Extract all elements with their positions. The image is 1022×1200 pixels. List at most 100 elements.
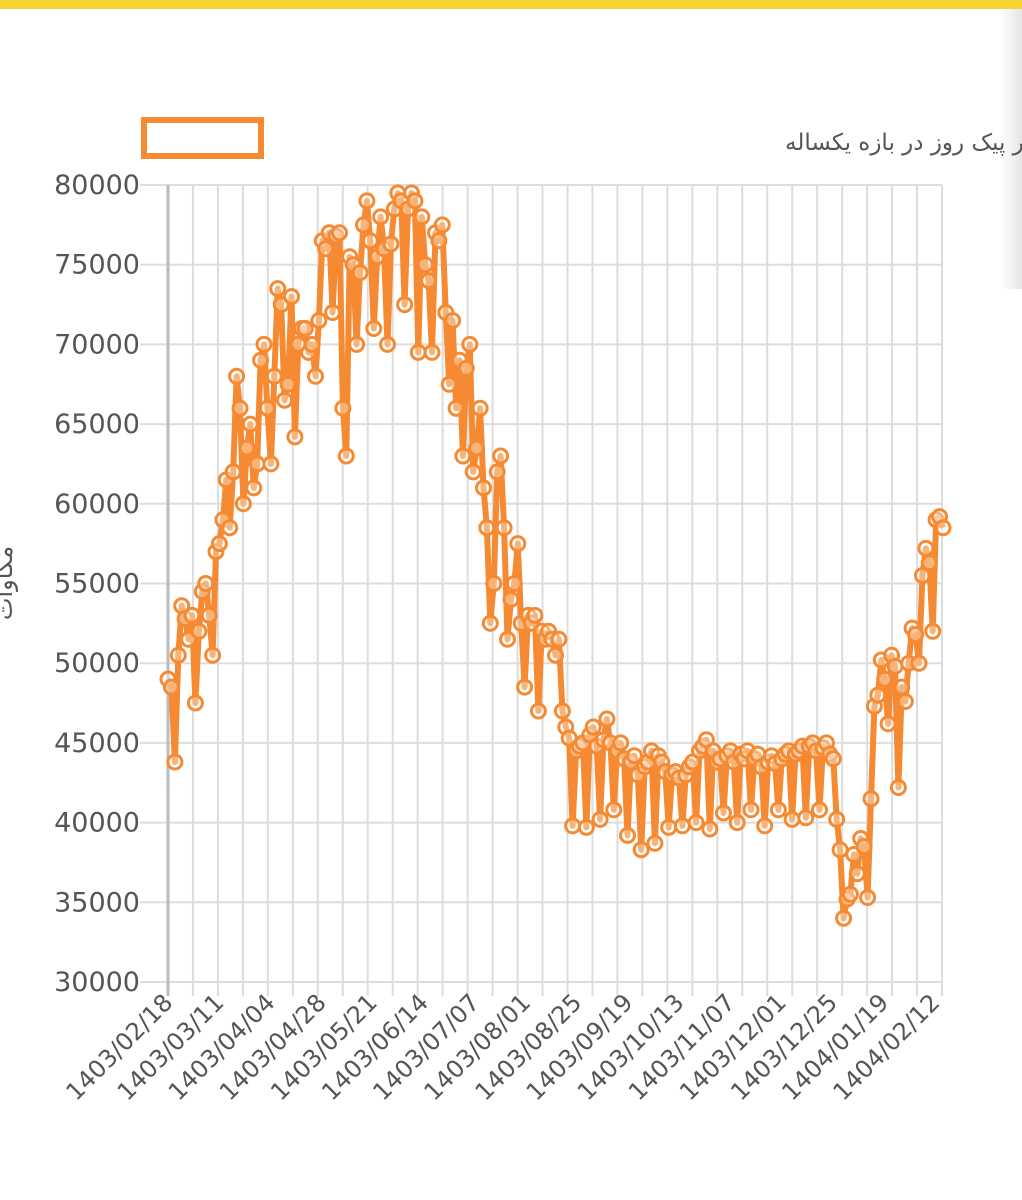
data-point[interactable] [605,801,623,819]
data-point[interactable] [756,817,774,835]
data-point[interactable] [646,834,664,852]
data-point[interactable] [190,622,208,640]
data-point[interactable] [917,539,935,557]
data-point[interactable] [245,479,263,497]
data-point[interactable] [577,818,595,836]
data-point[interactable] [553,702,571,720]
data-point[interactable] [660,818,678,836]
data-point[interactable] [509,535,527,553]
data-point[interactable] [869,686,887,704]
data-point[interactable] [382,235,400,253]
legend-swatch[interactable] [141,117,264,159]
data-point[interactable] [934,519,952,537]
data-point[interactable] [811,801,828,819]
data-point[interactable] [598,710,616,728]
data-point[interactable] [409,343,427,361]
data-point[interactable] [886,657,904,675]
data-point[interactable] [454,447,472,465]
data-point[interactable] [210,535,228,553]
data-point[interactable] [920,554,938,572]
data-point[interactable] [416,256,434,274]
data-point[interactable] [591,810,609,828]
data-point[interactable] [262,455,280,473]
data-point[interactable] [269,280,287,298]
data-point[interactable] [855,838,873,855]
data-point[interactable] [200,606,218,624]
data-point[interactable] [355,216,372,234]
data-point[interactable] [495,519,513,537]
data-point[interactable] [673,817,691,835]
data-point[interactable] [365,320,383,337]
data-point[interactable] [258,399,276,417]
data-point[interactable] [238,439,256,457]
data-point[interactable] [564,817,582,835]
data-point[interactable] [197,575,215,592]
data-point[interactable] [502,590,520,608]
data-point[interactable] [447,399,465,417]
data-point[interactable] [701,820,719,838]
data-point[interactable] [331,224,348,242]
data-point[interactable] [324,304,342,321]
data-point[interactable] [913,567,931,584]
data-point[interactable] [317,240,335,258]
data-point[interactable] [348,335,366,353]
data-point[interactable] [228,367,246,385]
data-point[interactable] [169,646,187,664]
data-point[interactable] [488,463,506,481]
data-point[interactable] [307,367,324,385]
data-point[interactable] [433,216,451,234]
data-point[interactable] [529,702,547,720]
data-point[interactable] [276,391,294,409]
data-point[interactable] [457,359,475,377]
data-point[interactable] [893,678,911,696]
data-point[interactable] [584,718,602,736]
data-point[interactable] [204,646,222,664]
data-point[interactable] [361,232,379,250]
chart-legend[interactable]: نیاز مصرف برق در پیک روز در بازه یکساله [141,117,1022,159]
data-point[interactable] [742,801,760,819]
data-point[interactable] [889,779,907,796]
data-point[interactable] [862,790,880,808]
data-point[interactable] [423,343,441,361]
data-point[interactable] [715,804,732,822]
data-point[interactable] [481,614,499,632]
data-point[interactable] [876,670,894,688]
data-point[interactable] [471,399,489,417]
data-point[interactable] [492,447,510,465]
data-point[interactable] [632,841,650,859]
data-point[interactable] [372,208,390,226]
data-point[interactable] [296,320,314,337]
data-point[interactable] [265,367,283,385]
data-point[interactable] [286,428,304,446]
data-point[interactable] [824,750,842,768]
data-point[interactable] [183,606,201,624]
data-point[interactable] [337,447,355,465]
data-point[interactable] [485,575,503,592]
data-point[interactable] [859,889,877,906]
data-point[interactable] [221,519,239,537]
data-point[interactable] [625,747,643,765]
data-point[interactable] [303,335,321,353]
data-point[interactable] [526,606,544,624]
data-point[interactable] [283,288,300,306]
data-point[interactable] [896,693,914,710]
data-point[interactable] [478,519,496,537]
data-point[interactable] [475,479,492,497]
data-point[interactable] [162,678,180,696]
data-point[interactable] [687,814,705,832]
data-point[interactable] [440,375,458,393]
data-point[interactable] [797,809,815,827]
data-point[interactable] [252,351,270,369]
data-point[interactable] [831,841,849,859]
data-point[interactable] [835,909,853,927]
data-point[interactable] [516,678,534,696]
data-point[interactable] [241,415,259,433]
data-point[interactable] [234,495,252,513]
data-point[interactable] [547,646,564,664]
data-point[interactable] [334,399,352,417]
data-point[interactable] [499,630,516,648]
data-point[interactable] [420,272,438,290]
data-point[interactable] [166,753,184,771]
data-point[interactable] [444,312,462,329]
data-point[interactable] [619,826,636,844]
